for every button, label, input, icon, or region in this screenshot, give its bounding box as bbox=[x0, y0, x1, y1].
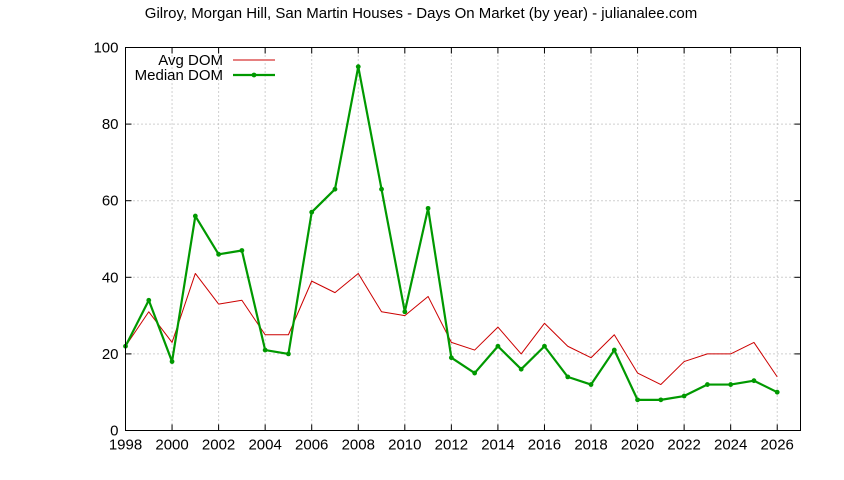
series-layer bbox=[123, 64, 780, 403]
x-tick-label: 2024 bbox=[714, 437, 747, 454]
median-dom-point bbox=[728, 382, 734, 387]
median-dom-point bbox=[402, 309, 408, 315]
median-dom-point bbox=[448, 355, 454, 361]
x-tick-label: 2012 bbox=[435, 437, 468, 454]
median-dom-point bbox=[611, 347, 617, 353]
grid bbox=[125, 47, 801, 431]
median-dom-point bbox=[425, 205, 431, 211]
x-tick-label: 2018 bbox=[574, 437, 607, 454]
median-dom-point bbox=[332, 186, 338, 192]
median-dom-point bbox=[239, 248, 245, 253]
x-tick-label: 2002 bbox=[202, 437, 235, 454]
median-dom-point bbox=[355, 64, 361, 70]
y-tick-label: 0 bbox=[110, 423, 118, 440]
median-dom-point bbox=[286, 351, 291, 357]
median-dom-point bbox=[192, 213, 198, 219]
y-tick-label: 60 bbox=[102, 193, 119, 210]
legend-label-median-dom: Median DOM bbox=[135, 67, 223, 84]
median-dom-point bbox=[146, 297, 152, 303]
avg-dom-line bbox=[125, 272, 778, 386]
chart-title: Gilroy, Morgan Hill, San Martin Houses -… bbox=[145, 5, 697, 22]
median-dom-point bbox=[751, 378, 757, 384]
legend-label-avg-dom: Avg DOM bbox=[158, 52, 223, 69]
y-tick-label: 100 bbox=[93, 40, 118, 57]
median-dom-point bbox=[309, 209, 315, 215]
legend-marker-median-dom bbox=[251, 72, 257, 78]
median-dom-point bbox=[542, 343, 547, 349]
x-tick-label: 2016 bbox=[528, 437, 561, 454]
median-dom-point bbox=[565, 374, 571, 380]
y-tick-label: 40 bbox=[102, 269, 119, 286]
median-dom-point bbox=[704, 382, 710, 387]
y-tick-label: 20 bbox=[102, 346, 119, 363]
x-tick-label: 2006 bbox=[295, 437, 328, 454]
x-tick-label: 2008 bbox=[342, 437, 375, 454]
x-tick-label: 2010 bbox=[388, 437, 421, 454]
median-dom-point bbox=[658, 397, 664, 403]
x-tick-label: 2014 bbox=[481, 437, 514, 454]
y-tick-label: 80 bbox=[102, 116, 119, 133]
median-dom-point bbox=[495, 343, 501, 349]
median-dom-point bbox=[216, 251, 222, 257]
median-dom-point bbox=[379, 186, 384, 192]
axes: 1998 2000 2002 2004 2006 2008 2010 2012 2014 2016… bbox=[93, 40, 801, 454]
median-dom-point bbox=[588, 382, 594, 387]
median-dom-point bbox=[681, 393, 687, 399]
x-tick-label: 2022 bbox=[667, 437, 700, 454]
median-dom-point bbox=[169, 359, 175, 364]
median-dom-point bbox=[635, 397, 640, 403]
x-tick-label: 2000 bbox=[155, 437, 188, 454]
x-tick-label: 2020 bbox=[621, 437, 654, 454]
median-dom-point bbox=[774, 389, 780, 395]
median-dom-point bbox=[518, 366, 524, 372]
median-dom-line bbox=[124, 65, 778, 401]
x-tick-label: 1998 bbox=[109, 437, 142, 454]
plot-frame bbox=[125, 47, 801, 431]
median-dom-point bbox=[262, 347, 268, 353]
median-dom-point bbox=[472, 370, 478, 376]
x-tick-label: 2004 bbox=[248, 437, 281, 454]
x-tick-label: 2026 bbox=[761, 437, 794, 454]
